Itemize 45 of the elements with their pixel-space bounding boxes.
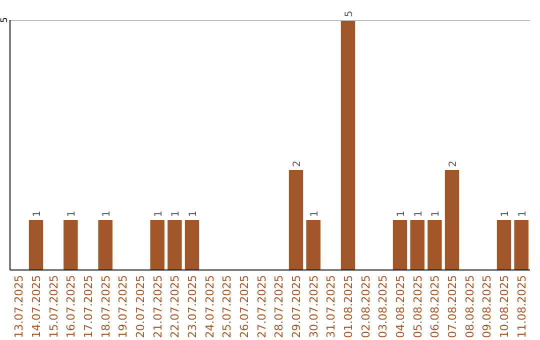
x-tick-label: 25.07.2025 (220, 275, 234, 338)
x-tick-label: 15.07.2025 (47, 275, 60, 338)
x-tick-label: 17.07.2025 (82, 275, 95, 338)
data-label: 1 (101, 210, 112, 217)
data-label: 2 (448, 160, 459, 167)
data-label: 1 (309, 210, 320, 217)
x-tick-label: 04.08.2025 (394, 275, 407, 338)
x-tick-label: 11.08.2025 (515, 275, 528, 338)
x-tick-label: 21.07.2025 (151, 275, 164, 338)
x-tick-label: 16.07.2025 (64, 275, 78, 338)
x-tick-label: 31.07.2025 (324, 275, 338, 338)
data-label: 1 (500, 210, 511, 217)
x-tick-label: 28.07.2025 (272, 275, 286, 338)
data-label: 1 (517, 210, 528, 217)
x-tick-label: 09.08.2025 (480, 275, 494, 338)
x-tick-label: 20.07.2025 (134, 275, 147, 338)
x-tick-label: 19.07.2025 (116, 275, 130, 338)
data-label: 1 (430, 210, 442, 217)
x-tick-label: 22.07.2025 (168, 275, 182, 338)
data-label: 1 (413, 210, 424, 217)
x-tick-label: 26.07.2025 (238, 275, 251, 338)
x-tick-label: 07.08.2025 (446, 275, 459, 338)
x-tick-label: 02.08.2025 (359, 275, 372, 338)
x-tick-label: 10.08.2025 (498, 275, 511, 338)
x-tick-label: 06.08.2025 (428, 275, 442, 338)
x-tick-label: 05.08.2025 (411, 275, 424, 338)
x-tick-label: 08.08.2025 (463, 275, 476, 338)
data-label: 1 (153, 210, 164, 217)
x-tick-label: 23.07.2025 (186, 275, 199, 338)
x-tick-label: 27.07.2025 (255, 275, 268, 338)
data-label: 1 (396, 210, 407, 217)
x-tick-label: 29.07.2025 (290, 275, 303, 338)
x-tick-label: 13.07.2025 (12, 275, 26, 338)
x-tick-label: 01.08.2025 (342, 275, 355, 338)
data-label: 1 (170, 210, 182, 217)
data-label: 1 (188, 210, 199, 217)
data-label: 2 (292, 160, 303, 167)
data-label: 1 (32, 210, 43, 217)
data-label: 1 (66, 210, 78, 217)
x-tick-label: 03.08.2025 (376, 275, 390, 338)
x-tick-label: 18.07.2025 (99, 275, 112, 338)
x-tick-label: 30.07.2025 (307, 275, 320, 338)
data-label: 5 (344, 10, 355, 17)
x-tick-label: 14.07.2025 (30, 275, 43, 338)
x-tick-label: 24.07.2025 (203, 275, 216, 338)
